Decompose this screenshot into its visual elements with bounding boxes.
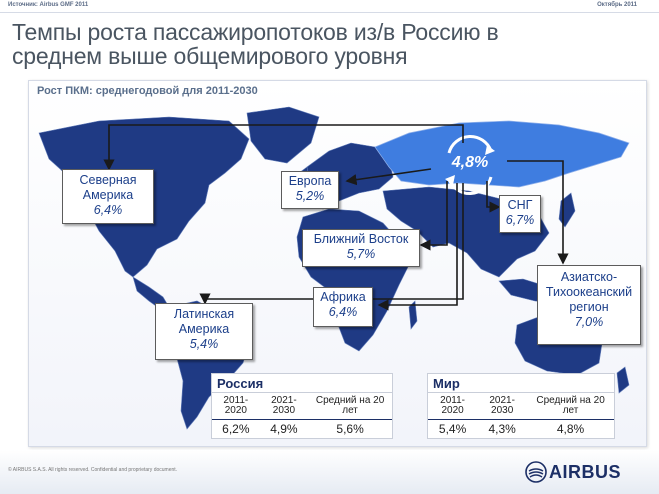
table-cell: 4,9% <box>259 419 309 438</box>
russia-shape <box>374 120 630 188</box>
map-panel: Рост ПКМ: среднегодовой для 2011-2030 <box>28 80 647 447</box>
region-box-cis: СНГ 6,7% <box>499 195 541 233</box>
arrow-middle-east <box>419 181 448 251</box>
region-box-latin-america: Латинская Америка 5,4% <box>155 303 253 360</box>
region-name: СНГ <box>507 198 533 212</box>
slide-title-line-2: среднем выше общемирового уровня <box>12 43 408 69</box>
region-name: Северная <box>79 173 137 187</box>
table-cell: 5,6% <box>308 419 392 438</box>
date-label: Октябрь 2011 <box>597 2 637 8</box>
table-header: 2021-2030 <box>271 395 297 416</box>
airbus-emblem-icon <box>525 461 547 483</box>
world-table: 2011-2020 2021-2030 Средний на 20 лет 5,… <box>428 393 614 438</box>
region-value: 6,7% <box>505 213 535 227</box>
arrow-north-america <box>103 124 464 171</box>
table-header: 2021-2030 <box>489 395 515 416</box>
footer-band <box>0 450 659 494</box>
new-zealand-shape <box>616 366 630 394</box>
region-name: регион <box>569 300 609 314</box>
region-value: 5,4% <box>189 337 219 351</box>
region-box-europe: Европа 5,2% <box>281 171 339 209</box>
russia-growth-value: 4,8% <box>451 154 489 171</box>
arrow-europe <box>345 168 432 186</box>
world-stats-table: Мир 2011-2020 2021-2030 Средний на 20 ле… <box>427 373 615 439</box>
region-name: Америка <box>178 322 230 336</box>
table-cell: 5,4% <box>428 419 478 438</box>
region-value: 5,7% <box>346 247 376 261</box>
arrow-asia-pacific <box>507 160 569 265</box>
madagascar-shape <box>408 300 418 330</box>
region-name: Латинская <box>173 307 235 321</box>
table-header: 2011-2020 <box>440 395 466 416</box>
copyright-text: © AIRBUS S.A.S. All rights reserved. Con… <box>8 467 178 473</box>
region-name: Америка <box>82 188 134 202</box>
table-header: 2011-2020 <box>223 395 249 416</box>
airbus-logo: AIRBUS <box>525 460 645 484</box>
source-label: Источник: Airbus GMF 2011 <box>8 2 89 8</box>
region-value: 5,2% <box>295 189 325 203</box>
circular-arrows-icon <box>447 134 493 196</box>
table-cell: 4,8% <box>527 419 614 438</box>
region-name: Европа <box>288 174 332 188</box>
russia-stats-table: Россия 2011-2020 2021-2030 Средний на 20… <box>211 373 393 439</box>
region-box-middle-east: Ближний Восток 5,7% <box>302 229 420 267</box>
panel-label: Рост ПКМ: среднегодовой для 2011-2030 <box>37 85 258 97</box>
top-bar: Источник: Airbus GMF 2011 Октябрь 2011 <box>0 0 659 13</box>
table-cell: 6,2% <box>212 419 260 438</box>
region-box-africa: Африка 6,4% <box>313 287 373 327</box>
region-value: 6,4% <box>93 203 123 217</box>
region-value: 6,4% <box>328 305 358 319</box>
slide-title-line-1: Темпы роста пассажиропотоков из/в Россию… <box>12 19 499 45</box>
region-name: Африка <box>320 290 366 304</box>
slide-title: Темпы роста пассажиропотоков из/в Россию… <box>12 20 652 68</box>
table-cell: 4,3% <box>477 419 528 438</box>
region-name: Ближний Восток <box>313 232 409 246</box>
greenland-shape <box>246 106 320 164</box>
arrow-cis <box>486 181 501 213</box>
airbus-wordmark: AIRBUS <box>549 462 622 482</box>
japan-shape <box>558 192 576 228</box>
region-box-north-america: Северная Америка 6,4% <box>62 169 154 224</box>
russia-table: 2011-2020 2021-2030 Средний на 20 лет 6,… <box>212 393 392 438</box>
region-value: 7,0% <box>574 315 604 329</box>
world-table-title: Мир <box>428 374 614 393</box>
arrow-africa <box>377 183 458 311</box>
russia-table-title: Россия <box>212 374 392 393</box>
region-name: Азиатско- <box>560 270 618 284</box>
region-name: Тихоокеанский <box>545 285 633 299</box>
table-header: Средний на 20 лет <box>315 395 385 416</box>
region-box-asia-pacific: Азиатско- Тихоокеанский регион 7,0% <box>537 265 641 345</box>
table-header: Средний на 20 лет <box>536 395 605 416</box>
